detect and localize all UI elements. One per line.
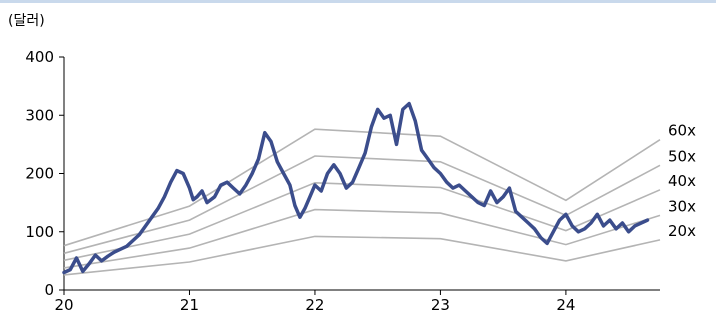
band-line-40x (63, 181, 661, 262)
band-label-50x: 50x (668, 147, 696, 165)
band-line-50x (63, 155, 661, 255)
x-tick-label: 20 (54, 296, 73, 314)
x-tick-label: 22 (305, 296, 324, 314)
band-label-60x: 60x (668, 122, 696, 140)
band-line-60x (63, 128, 661, 247)
y-tick-label: 300 (25, 106, 54, 124)
price-line (62, 101, 650, 275)
band-labels: 20x 30x 40x 50x 60x (668, 122, 696, 240)
y-tick-label: 400 (25, 48, 54, 66)
axes: 0 100 200 300 400 20 21 22 23 24 (25, 48, 660, 314)
x-tick-label: 21 (180, 296, 199, 314)
x-tick-label: 23 (431, 296, 450, 314)
y-tick-label: 200 (25, 165, 54, 183)
band-label-30x: 30x (668, 197, 696, 215)
band-label-40x: 40x (668, 172, 696, 190)
x-tick-label: 24 (556, 296, 575, 314)
per-bands (63, 128, 661, 276)
unit-label: (달러) (8, 13, 45, 29)
band-line-20x (63, 235, 661, 276)
band-label-20x: 20x (668, 222, 696, 240)
y-tick-label: 100 (25, 223, 54, 241)
top-rule (0, 0, 716, 3)
price-series (62, 101, 650, 275)
y-tick-label: 0 (44, 281, 54, 299)
band-line-30x (63, 208, 661, 269)
